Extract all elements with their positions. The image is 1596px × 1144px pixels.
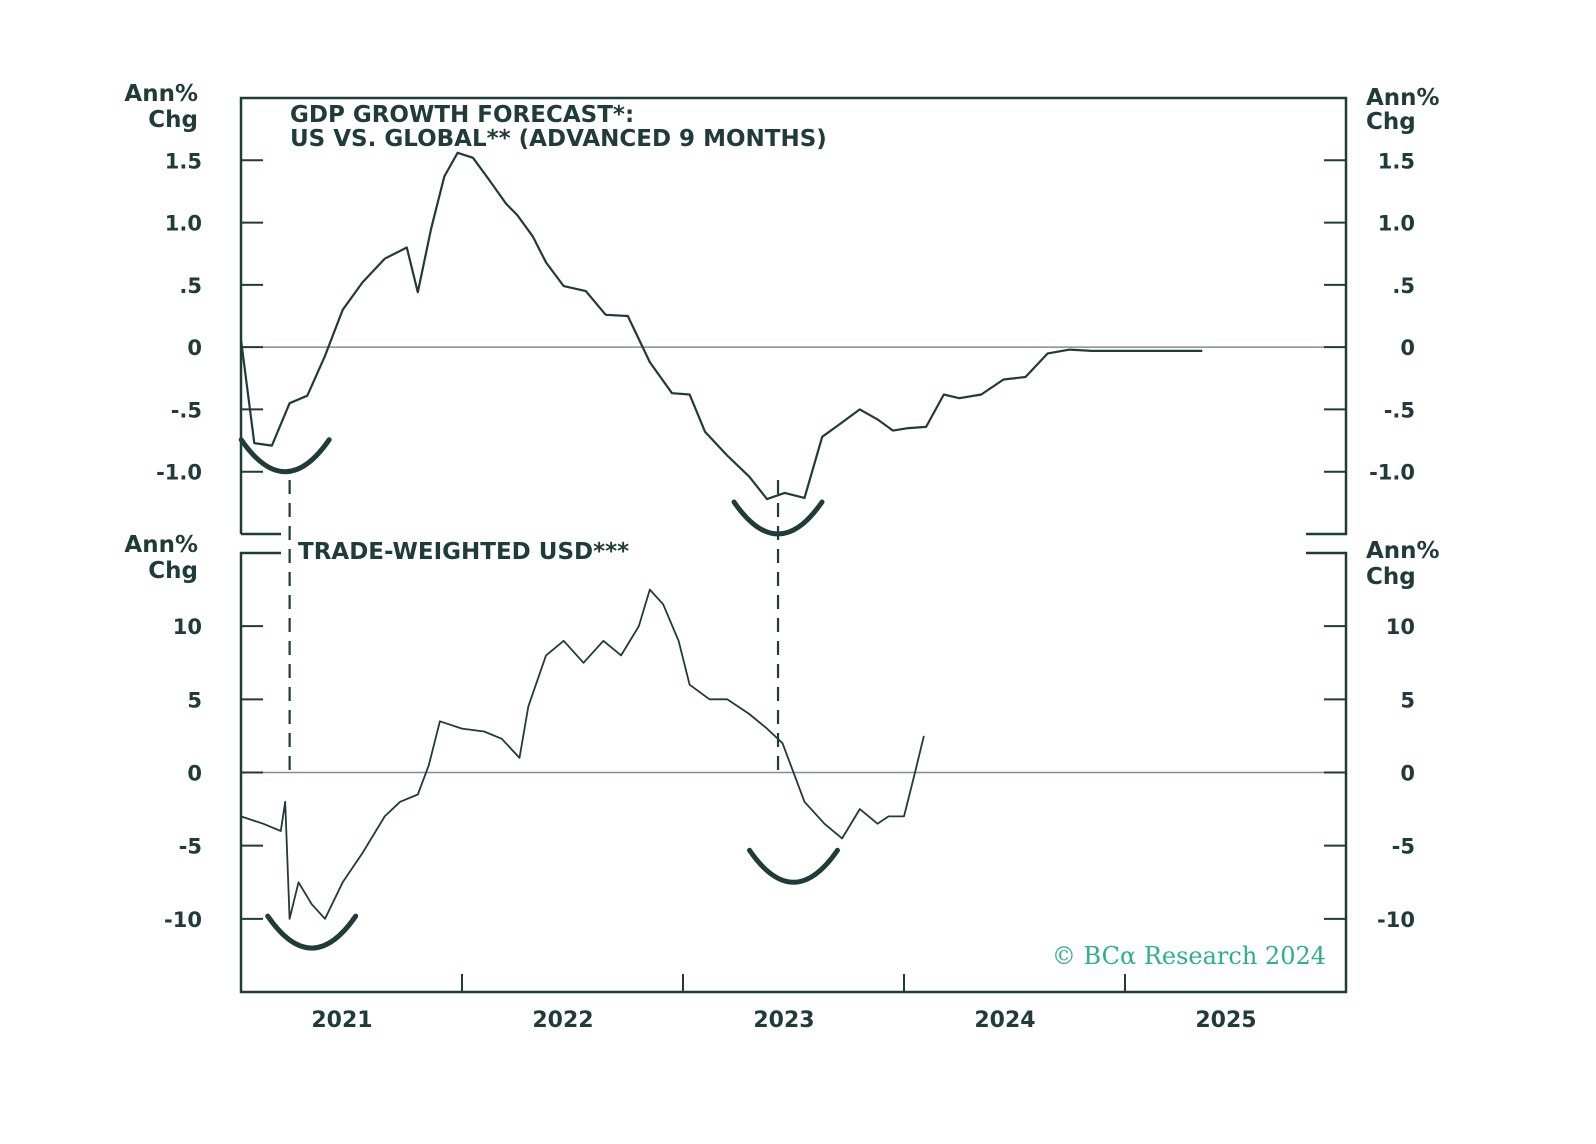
top-trough-arc bbox=[238, 437, 332, 475]
bot-left-tick-label: -10 bbox=[164, 908, 202, 932]
top-left-tick-label: 1.0 bbox=[165, 212, 202, 236]
bot-trough-arc bbox=[265, 913, 359, 951]
bottom-right-unit-label-line2: Chg bbox=[1366, 564, 1416, 590]
bottom-left-unit-label-line1: Ann% bbox=[124, 532, 198, 558]
top-panel: 1.5 1.5 1.0 1.0 .5 .5 0 0 -.5 -.5 -1.0 -1.0 GDP GRO… bbox=[124, 81, 1440, 537]
bottom-trough-arcs bbox=[265, 847, 840, 951]
year-label: 2023 bbox=[753, 1008, 814, 1033]
bottom-tick-labels: 10 10 5 5 0 0 -5 -5 -10 -10 bbox=[164, 615, 1415, 932]
top-right-tick-label: -1.0 bbox=[1369, 461, 1415, 485]
top-right-tick-label: .5 bbox=[1392, 274, 1415, 298]
year-label: 2025 bbox=[1195, 1008, 1256, 1033]
top-trough-arcs bbox=[238, 437, 825, 537]
bot-left-tick-label: 5 bbox=[187, 688, 202, 712]
bottom-panel-title: TRADE-WEIGHTED USD*** bbox=[298, 539, 629, 565]
bottom-right-unit-label-line1: Ann% bbox=[1366, 538, 1440, 564]
top-left-tick-label: -1.0 bbox=[156, 461, 202, 485]
top-left-tick-label: 1.5 bbox=[165, 149, 202, 173]
top-right-unit-label-line1: Ann% bbox=[1366, 85, 1440, 111]
year-label: 2024 bbox=[974, 1008, 1035, 1033]
trade-weighted-usd-line bbox=[240, 588, 925, 920]
bot-right-tick-label: -10 bbox=[1377, 908, 1415, 932]
top-right-tick-label: 1.0 bbox=[1378, 212, 1415, 236]
credit-text: © BCα Research 2024 bbox=[1052, 942, 1326, 970]
top-panel-subtitle: US VS. GLOBAL** (ADVANCED 9 MONTHS) bbox=[290, 126, 827, 152]
bot-right-tick-label: 0 bbox=[1400, 762, 1415, 786]
year-label: 2021 bbox=[311, 1008, 372, 1033]
top-left-unit-label-line1: Ann% bbox=[124, 81, 198, 107]
bottom-panel-frame bbox=[239, 551, 1348, 994]
bottom-left-unit-label-line2: Chg bbox=[148, 558, 198, 584]
gdp-forecast-diff-line bbox=[239, 151, 1203, 501]
bot-trough-arc bbox=[747, 847, 840, 885]
bot-left-tick-label: 10 bbox=[173, 615, 202, 639]
top-tick-labels: 1.5 1.5 1.0 1.0 .5 .5 0 0 -.5 -.5 -1.0 -1.0 bbox=[156, 149, 1415, 484]
top-panel-title: GDP GROWTH FORECAST*: bbox=[290, 102, 634, 128]
top-right-tick-label: -.5 bbox=[1384, 398, 1415, 422]
top-left-tick-label: .5 bbox=[179, 274, 202, 298]
bot-right-tick-label: 10 bbox=[1386, 615, 1415, 639]
top-left-tick-label: 0 bbox=[187, 336, 202, 360]
top-left-tick-label: -.5 bbox=[171, 398, 202, 422]
bot-left-tick-label: 0 bbox=[187, 762, 202, 786]
top-panel-frame bbox=[239, 96, 1348, 536]
x-axis-years: 2021 2022 2023 2024 2025 bbox=[311, 974, 1347, 1033]
top-right-tick-label: 1.5 bbox=[1378, 149, 1415, 173]
top-right-tick-label: 0 bbox=[1400, 336, 1415, 360]
top-tick-marks bbox=[241, 159, 1346, 473]
dashed-marker-lines bbox=[288, 480, 780, 775]
bottom-tick-marks bbox=[241, 625, 1346, 920]
year-label: 2022 bbox=[532, 1008, 593, 1033]
top-right-unit-label-line2: Chg bbox=[1366, 109, 1416, 135]
bot-right-tick-label: -5 bbox=[1392, 835, 1415, 859]
bot-left-tick-label: -5 bbox=[179, 835, 202, 859]
bot-right-tick-label: 5 bbox=[1400, 688, 1415, 712]
bottom-panel: 10 10 5 5 0 0 -5 -5 -10 -10 TRADE-WEIGHTED USD***… bbox=[124, 532, 1440, 994]
top-left-unit-label-line2: Chg bbox=[148, 107, 198, 133]
